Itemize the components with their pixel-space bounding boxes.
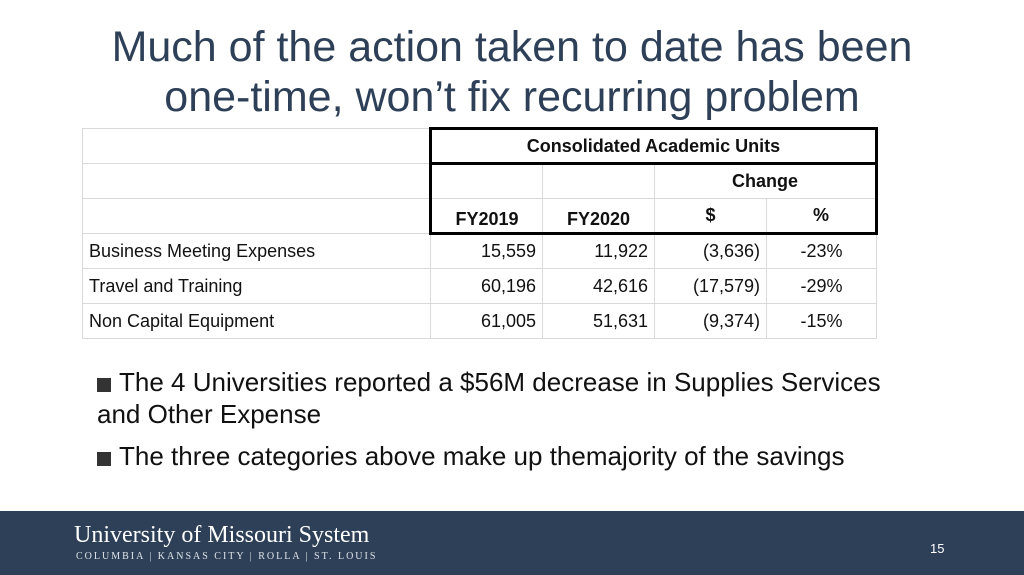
bullet-item: The three categories above make up thema… — [97, 440, 897, 472]
row-label: Business Meeting Expenses — [82, 233, 431, 269]
table-empty-header-cell — [429, 163, 543, 199]
bullet-item: The 4 Universities reported a $56M decre… — [97, 366, 897, 430]
group-header: Consolidated Academic Units — [429, 127, 878, 165]
logo-subtitle: COLUMBIA | KANSAS CITY | ROLLA | ST. LOU… — [76, 551, 378, 562]
square-bullet-icon — [97, 378, 111, 392]
row-label: Travel and Training — [82, 268, 431, 304]
square-bullet-icon — [97, 452, 111, 466]
bullet-text: The three categories above make up thema… — [119, 441, 845, 471]
bullet-list: The 4 Universities reported a $56M decre… — [97, 366, 897, 482]
column-header-change-dollar: $ — [654, 198, 767, 235]
change-header: Change — [654, 163, 878, 199]
table-empty-header-cell — [82, 128, 431, 164]
column-header-fy2020: FY2020 — [542, 198, 655, 235]
cell-change-dollar: (9,374) — [654, 303, 767, 339]
cell-fy2019: 61,005 — [430, 303, 543, 339]
table-empty-header-cell — [82, 163, 431, 199]
slide-title: Much of the action taken to date has bee… — [20, 22, 1004, 122]
cell-change-dollar: (17,579) — [654, 268, 767, 304]
expense-table: Consolidated Academic Units Change FY201… — [82, 127, 878, 339]
slide-title-line-2: one-time, won’t fix recurring problem — [164, 73, 860, 121]
cell-change-percent: -23% — [766, 233, 877, 269]
logo-title: University of Missouri System — [74, 522, 370, 548]
cell-fy2019: 60,196 — [430, 268, 543, 304]
cell-fy2020: 42,616 — [542, 268, 655, 304]
table-empty-header-cell — [542, 163, 655, 199]
cell-fy2020: 11,922 — [542, 233, 655, 269]
column-header-change-percent: % — [766, 198, 878, 235]
cell-fy2019: 15,559 — [430, 233, 543, 269]
cell-change-percent: -29% — [766, 268, 877, 304]
footer-bar: University of Missouri System COLUMBIA |… — [0, 511, 1024, 575]
cell-change-percent: -15% — [766, 303, 877, 339]
table-row: Travel and Training 60,196 42,616 (17,57… — [82, 268, 877, 304]
bullet-text: The 4 Universities reported a $56M decre… — [97, 367, 881, 429]
cell-fy2020: 51,631 — [542, 303, 655, 339]
table-empty-header-cell — [82, 198, 431, 234]
slide-title-line-1: Much of the action taken to date has bee… — [111, 23, 913, 71]
table-row: Non Capital Equipment 61,005 51,631 (9,3… — [82, 303, 877, 339]
cell-change-dollar: (3,636) — [654, 233, 767, 269]
column-header-fy2019: FY2019 — [429, 198, 543, 235]
page-number: 15 — [930, 541, 945, 556]
table-row: Business Meeting Expenses 15,559 11,922 … — [82, 233, 877, 269]
row-label: Non Capital Equipment — [82, 303, 431, 339]
